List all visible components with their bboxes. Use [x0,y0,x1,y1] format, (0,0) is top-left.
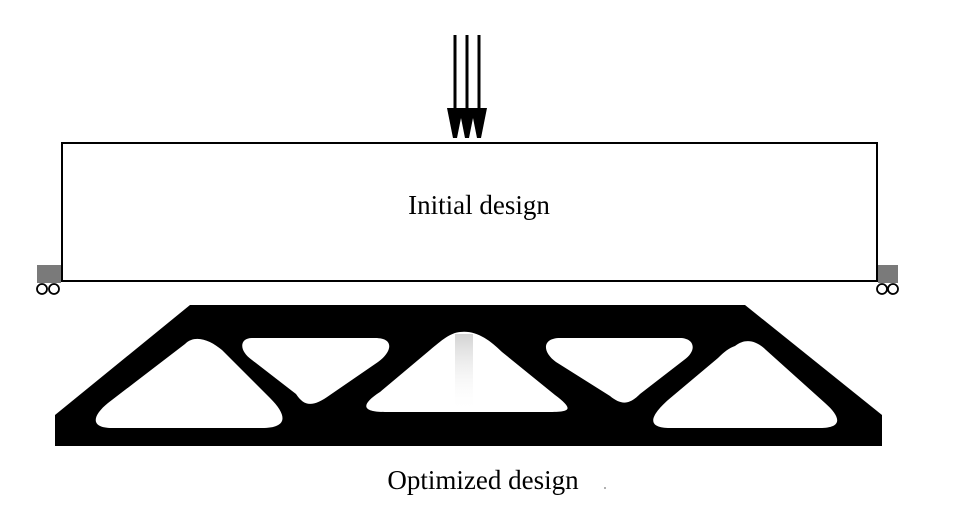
load-arrow-center-icon [459,35,475,138]
initial-design-label: Initial design [408,190,550,220]
load-arrow-left-icon [447,35,463,138]
hole-left-outer [95,338,283,428]
hole-right-outer [653,341,838,428]
stray-dot [604,487,606,489]
hole-left-inner [242,338,390,404]
center-shading [455,334,473,412]
hole-right-inner [545,338,693,403]
load-arrows-icon [447,35,487,138]
load-arrow-right-icon [471,35,487,138]
left-roller-support-icon [36,265,61,295]
initial-design-domain [61,142,878,282]
right-roller-support-icon [876,265,899,295]
optimized-design-label: Optimized design [387,465,579,495]
